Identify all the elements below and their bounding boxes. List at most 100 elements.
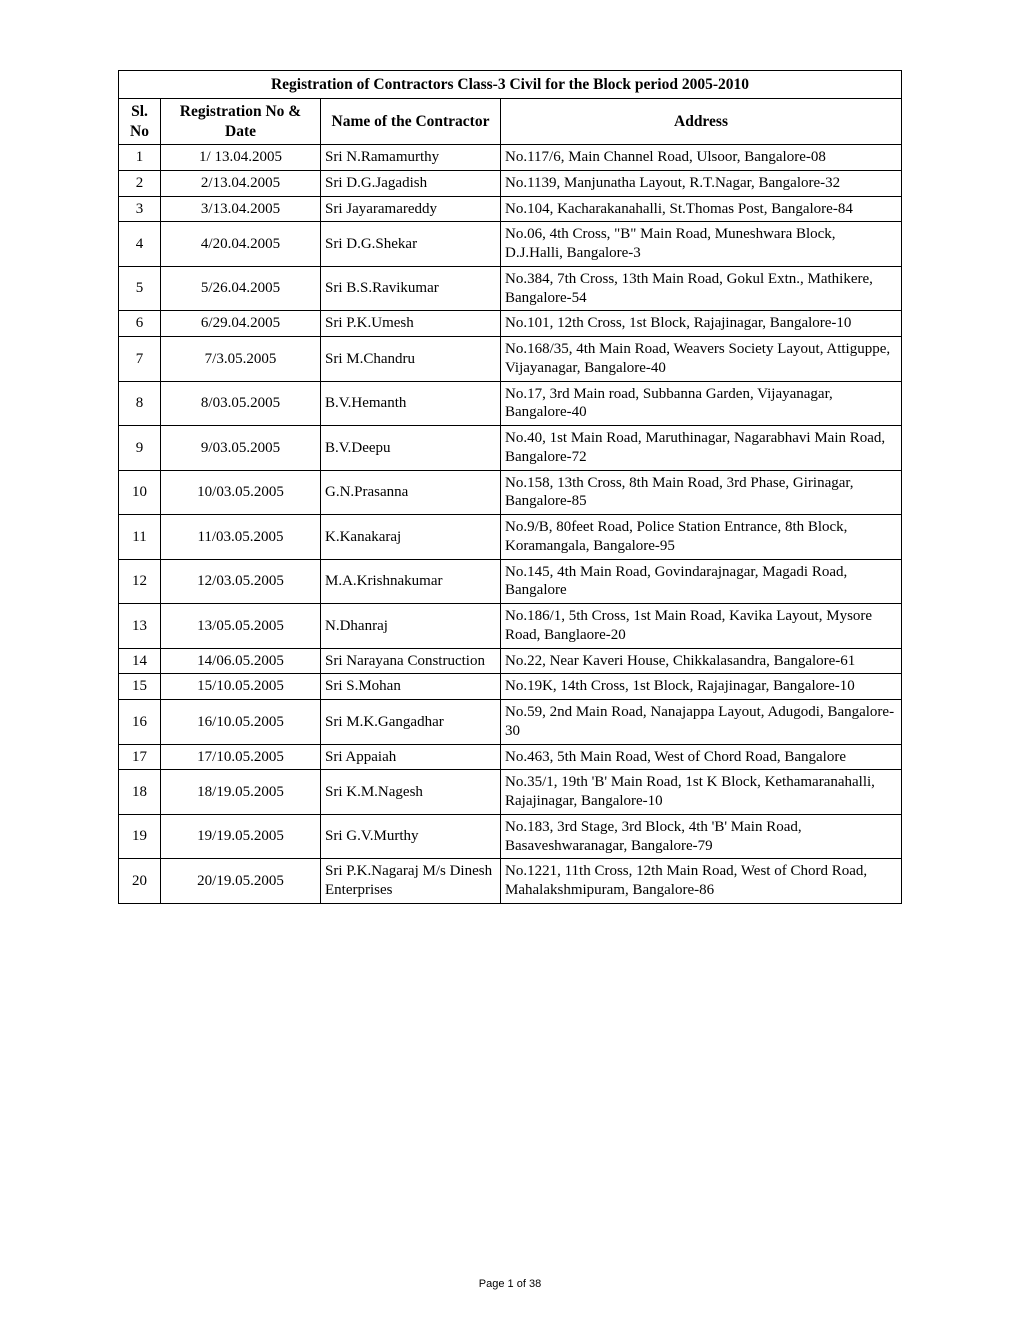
cell-name: N.Dhanraj [321,604,501,649]
cell-sl: 12 [119,559,161,604]
table-row: 1515/10.05.2005Sri S.MohanNo.19K, 14th C… [119,674,902,700]
cell-reg: 11/03.05.2005 [161,515,321,560]
table-row: 88/03.05.2005B.V.HemanthNo.17, 3rd Main … [119,381,902,426]
table-row: 1919/19.05.2005Sri G.V.MurthyNo.183, 3rd… [119,814,902,859]
cell-addr: No.183, 3rd Stage, 3rd Block, 4th 'B' Ma… [501,814,902,859]
cell-sl: 9 [119,426,161,471]
cell-sl: 13 [119,604,161,649]
cell-addr: No.17, 3rd Main road, Subbanna Garden, V… [501,381,902,426]
cell-sl: 15 [119,674,161,700]
cell-sl: 8 [119,381,161,426]
cell-reg: 20/19.05.2005 [161,859,321,904]
cell-reg: 4/20.04.2005 [161,222,321,267]
title-row: Registration of Contractors Class-3 Civi… [119,71,902,99]
cell-addr: No.104, Kacharakanahalli, St.Thomas Post… [501,196,902,222]
cell-reg: 13/05.05.2005 [161,604,321,649]
cell-addr: No.463, 5th Main Road, West of Chord Roa… [501,744,902,770]
header-row: Sl. No Registration No & Date Name of th… [119,99,902,145]
cell-sl: 17 [119,744,161,770]
cell-addr: No.1221, 11th Cross, 12th Main Road, Wes… [501,859,902,904]
cell-sl: 20 [119,859,161,904]
table-row: 1717/10.05.2005Sri AppaiahNo.463, 5th Ma… [119,744,902,770]
cell-name: Sri G.V.Murthy [321,814,501,859]
table-row: 1414/06.05.2005Sri Narayana Construction… [119,648,902,674]
cell-addr: No.117/6, Main Channel Road, Ulsoor, Ban… [501,145,902,171]
cell-reg: 10/03.05.2005 [161,470,321,515]
table-row: 1212/03.05.2005M.A.KrishnakumarNo.145, 4… [119,559,902,604]
cell-reg: 5/26.04.2005 [161,266,321,311]
cell-reg: 18/19.05.2005 [161,770,321,815]
cell-sl: 5 [119,266,161,311]
cell-sl: 11 [119,515,161,560]
cell-reg: 12/03.05.2005 [161,559,321,604]
cell-name: M.A.Krishnakumar [321,559,501,604]
cell-addr: No.186/1, 5th Cross, 1st Main Road, Kavi… [501,604,902,649]
cell-name: Sri D.G.Jagadish [321,170,501,196]
table-row: 33/13.04.2005Sri JayaramareddyNo.104, Ka… [119,196,902,222]
cell-addr: No.59, 2nd Main Road, Nanajappa Layout, … [501,700,902,745]
cell-addr: No.158, 13th Cross, 8th Main Road, 3rd P… [501,470,902,515]
cell-reg: 14/06.05.2005 [161,648,321,674]
cell-reg: 1/ 13.04.2005 [161,145,321,171]
cell-reg: 16/10.05.2005 [161,700,321,745]
cell-addr: No.40, 1st Main Road, Maruthinagar, Naga… [501,426,902,471]
table-row: 11/ 13.04.2005Sri N.RamamurthyNo.117/6, … [119,145,902,171]
header-name: Name of the Contractor [321,99,501,145]
cell-name: Sri S.Mohan [321,674,501,700]
cell-sl: 1 [119,145,161,171]
table-row: 22/13.04.2005Sri D.G.JagadishNo.1139, Ma… [119,170,902,196]
table-row: 55/26.04.2005Sri B.S.RavikumarNo.384, 7t… [119,266,902,311]
cell-sl: 16 [119,700,161,745]
cell-sl: 14 [119,648,161,674]
header-reg: Registration No & Date [161,99,321,145]
cell-name: Sri M.K.Gangadhar [321,700,501,745]
cell-name: Sri P.K.Nagaraj M/s Dinesh Enterprises [321,859,501,904]
cell-sl: 19 [119,814,161,859]
header-addr: Address [501,99,902,145]
cell-addr: No.145, 4th Main Road, Govindarajnagar, … [501,559,902,604]
cell-name: B.V.Deepu [321,426,501,471]
cell-addr: No.06, 4th Cross, "B" Main Road, Muneshw… [501,222,902,267]
table-row: 1818/19.05.2005Sri K.M.NageshNo.35/1, 19… [119,770,902,815]
cell-name: G.N.Prasanna [321,470,501,515]
cell-reg: 19/19.05.2005 [161,814,321,859]
cell-name: Sri B.S.Ravikumar [321,266,501,311]
cell-addr: No.1139, Manjunatha Layout, R.T.Nagar, B… [501,170,902,196]
cell-sl: 3 [119,196,161,222]
cell-name: Sri N.Ramamurthy [321,145,501,171]
cell-name: B.V.Hemanth [321,381,501,426]
cell-name: K.Kanakaraj [321,515,501,560]
cell-sl: 10 [119,470,161,515]
cell-name: Sri P.K.Umesh [321,311,501,337]
cell-addr: No.19K, 14th Cross, 1st Block, Rajajinag… [501,674,902,700]
cell-reg: 8/03.05.2005 [161,381,321,426]
cell-name: Sri M.Chandru [321,337,501,382]
cell-reg: 15/10.05.2005 [161,674,321,700]
table-row: 1111/03.05.2005K.KanakarajNo.9/B, 80feet… [119,515,902,560]
cell-addr: No.9/B, 80feet Road, Police Station Entr… [501,515,902,560]
cell-addr: No.101, 12th Cross, 1st Block, Rajajinag… [501,311,902,337]
table-body: 11/ 13.04.2005Sri N.RamamurthyNo.117/6, … [119,145,902,904]
cell-name: Sri K.M.Nagesh [321,770,501,815]
table-row: 66/29.04.2005Sri P.K.UmeshNo.101, 12th C… [119,311,902,337]
table-row: 77/3.05.2005Sri M.ChandruNo.168/35, 4th … [119,337,902,382]
cell-reg: 3/13.04.2005 [161,196,321,222]
cell-reg: 7/3.05.2005 [161,337,321,382]
cell-addr: No.168/35, 4th Main Road, Weavers Societ… [501,337,902,382]
cell-sl: 7 [119,337,161,382]
cell-reg: 17/10.05.2005 [161,744,321,770]
cell-reg: 6/29.04.2005 [161,311,321,337]
cell-name: Sri Narayana Construction [321,648,501,674]
page-footer: Page 1 of 38 [0,1278,1020,1290]
table-row: 1010/03.05.2005G.N.PrasannaNo.158, 13th … [119,470,902,515]
table-row: 44/20.04.2005Sri D.G.ShekarNo.06, 4th Cr… [119,222,902,267]
cell-addr: No.384, 7th Cross, 13th Main Road, Gokul… [501,266,902,311]
table-row: 1313/05.05.2005N.DhanrajNo.186/1, 5th Cr… [119,604,902,649]
cell-reg: 9/03.05.2005 [161,426,321,471]
page-container: Registration of Contractors Class-3 Civi… [0,0,1020,1320]
cell-name: Sri Appaiah [321,744,501,770]
cell-reg: 2/13.04.2005 [161,170,321,196]
cell-sl: 6 [119,311,161,337]
table-row: 99/03.05.2005B.V.DeepuNo.40, 1st Main Ro… [119,426,902,471]
cell-sl: 18 [119,770,161,815]
